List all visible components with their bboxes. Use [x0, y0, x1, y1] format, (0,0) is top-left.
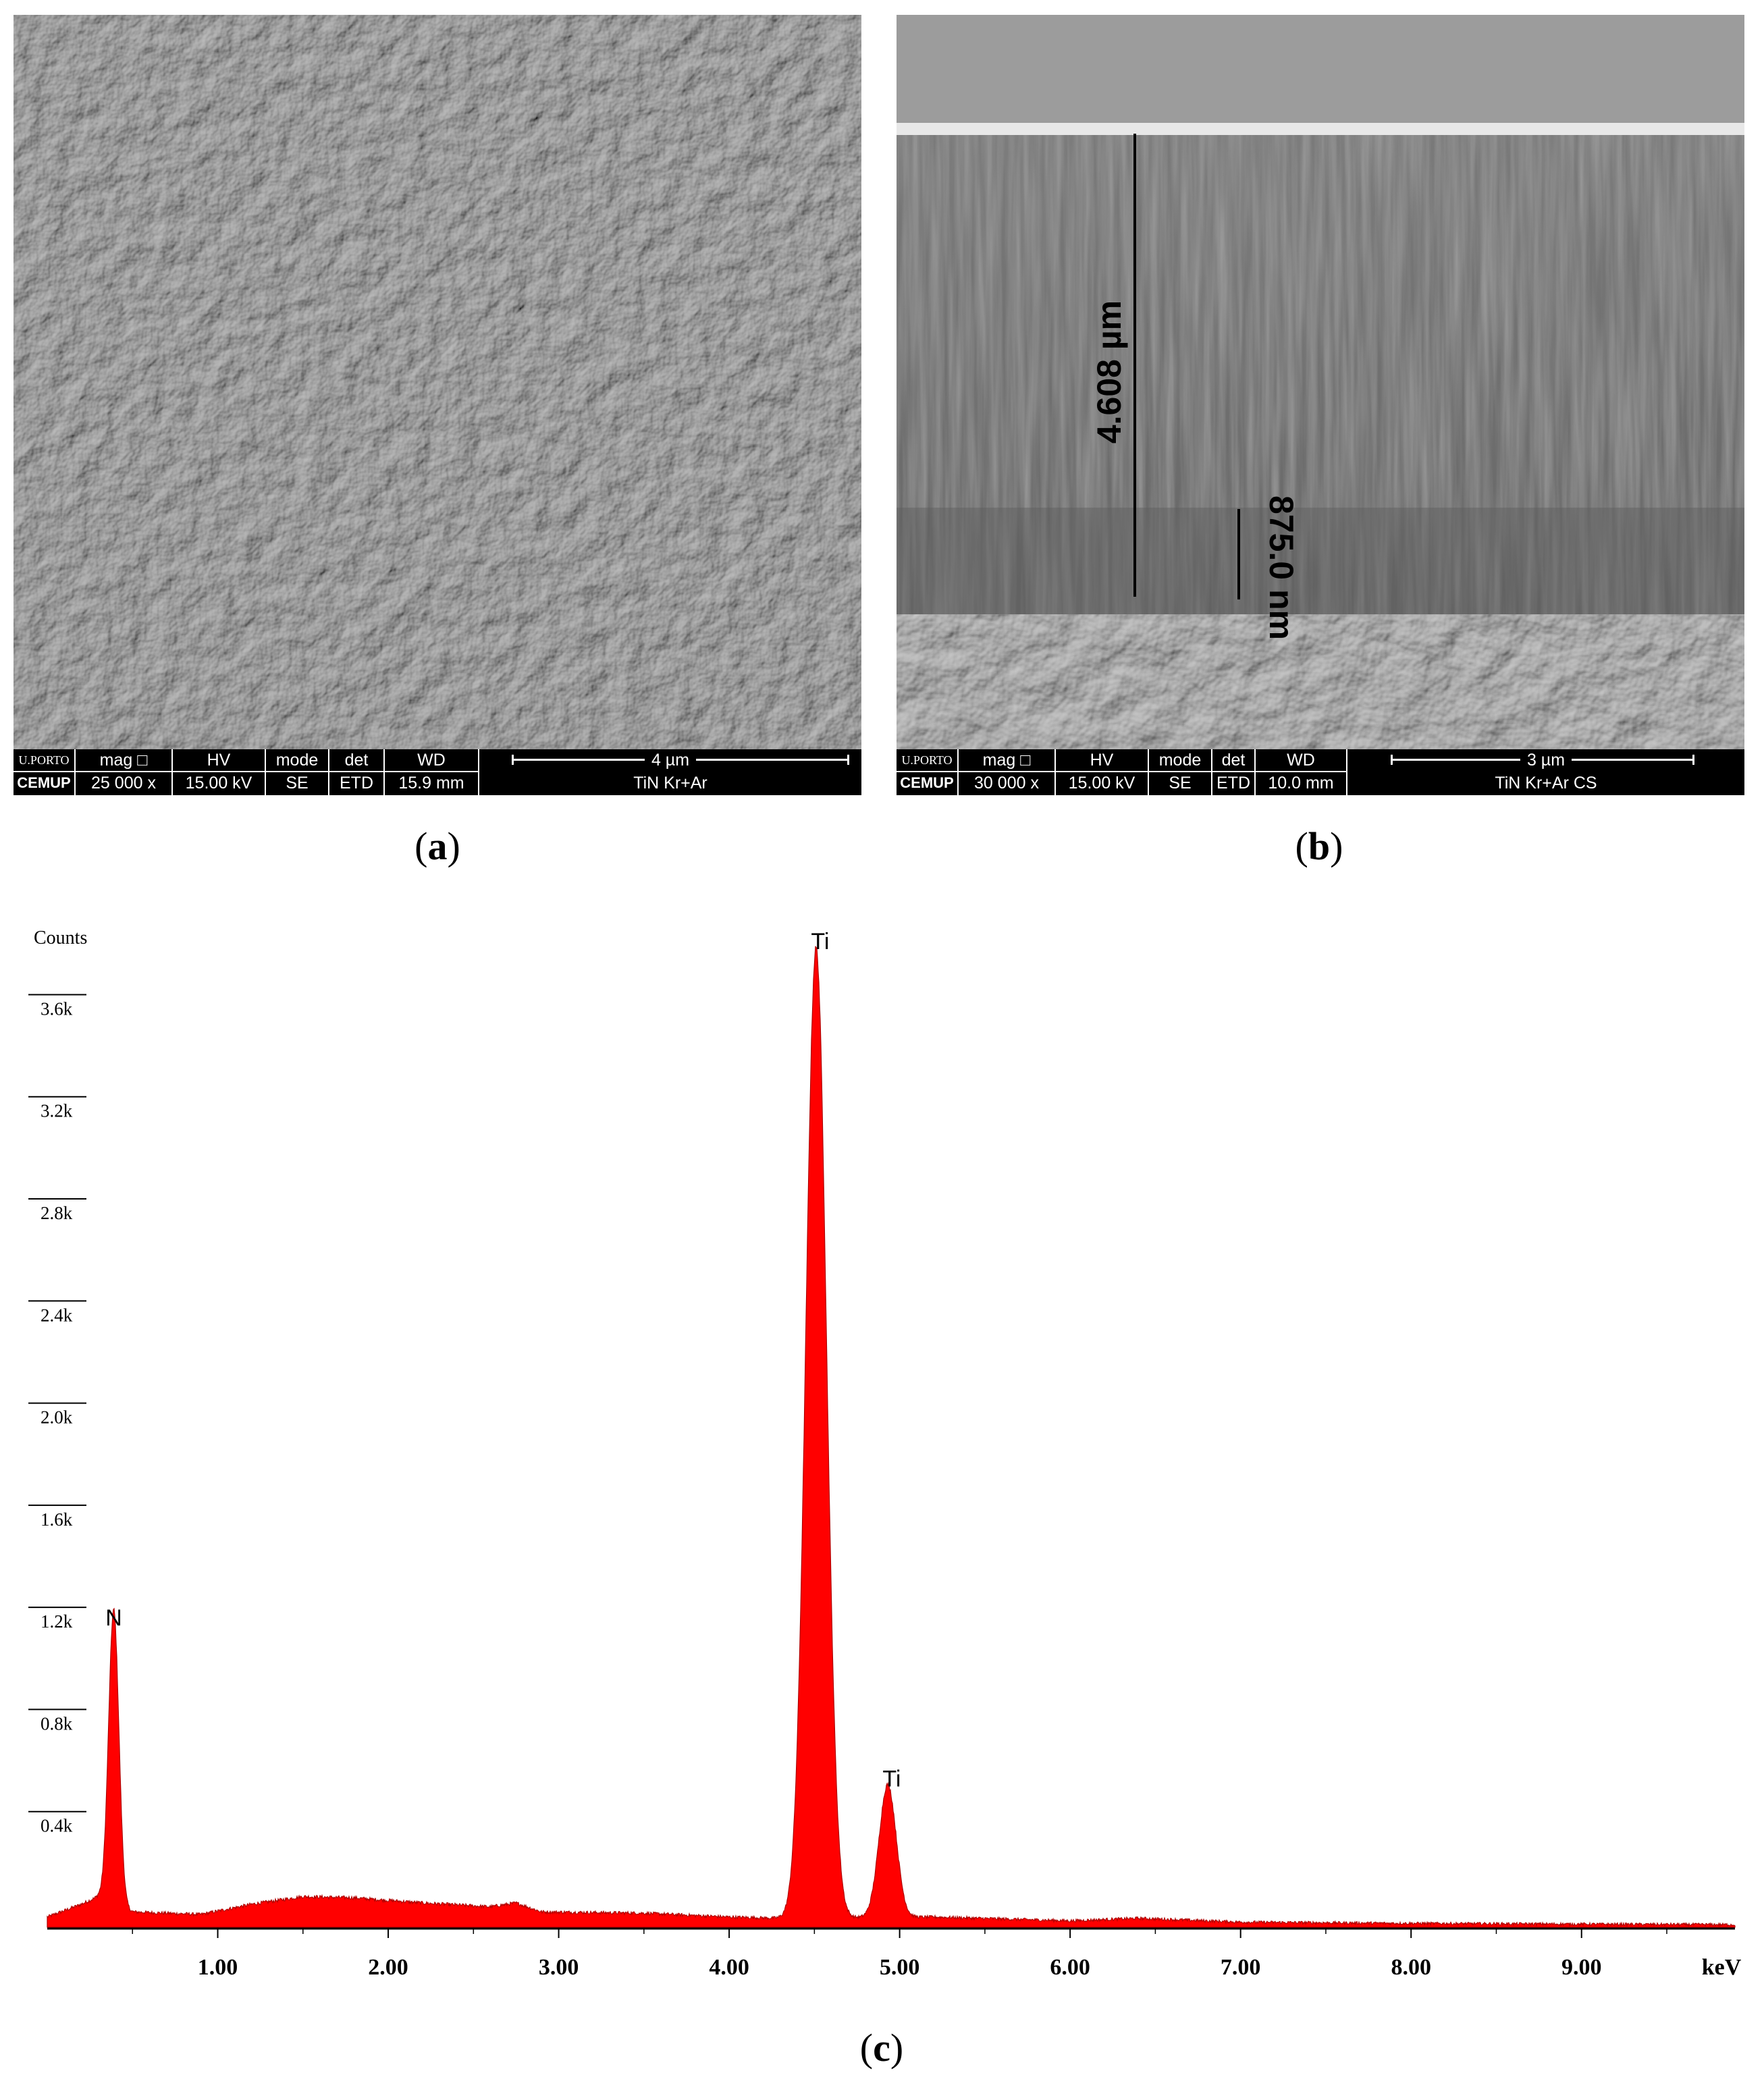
hv-header: HV [1056, 749, 1148, 772]
peak-label: N [105, 1605, 122, 1631]
eds-spectrum-chart: 1.00 2.00 3.00 4.00 5.00 6.00 7.00 8.00 9.00 keV C… [28, 927, 1742, 1980]
lab-logo: U.PORTO CEMUP [897, 749, 959, 795]
det-cell: det ETD [329, 749, 385, 795]
wd-header: WD [1256, 749, 1346, 772]
x-tick-label: 1.00 [198, 1955, 238, 1980]
logo-bottom: CEMUP [17, 774, 71, 791]
det-value: ETD [1217, 774, 1250, 792]
mag-value: 30 000 x [974, 774, 1039, 792]
caption-b: (b) [1295, 824, 1343, 868]
mode-header: mode [266, 749, 328, 772]
sem-surface-image [14, 15, 861, 749]
y-axis-label: Counts [34, 927, 87, 948]
sem-panel-a: U.PORTO CEMUP mag □ 25 000 x HV 15.00 kV… [14, 15, 861, 795]
scale-label: 3 µm [1520, 751, 1572, 770]
logo-bottom: CEMUP [900, 774, 954, 791]
det-cell: det ETD [1212, 749, 1256, 795]
y-tick-label: 0.4k [41, 1816, 73, 1836]
mode-cell: mode SE [266, 749, 329, 795]
wd-cell: WD 15.9 mm [385, 749, 479, 795]
wd-value: 10.0 mm [1268, 774, 1334, 792]
x-tick-label: 3.00 [539, 1955, 579, 1980]
mag-cell: mag □ 30 000 x [959, 749, 1056, 795]
sem-databar-b: U.PORTO CEMUP mag □ 30 000 x HV 15.00 kV… [897, 749, 1744, 795]
x-tick-label: 2.00 [368, 1955, 408, 1980]
scale-cell: 4 µm TiN Kr+Ar [479, 749, 861, 795]
det-value: ETD [340, 774, 373, 792]
caption-c: (c) [859, 2026, 904, 2070]
mode-cell: mode SE [1149, 749, 1212, 795]
logo-top: U.PORTO [14, 749, 74, 772]
x-tick-label: 8.00 [1391, 1955, 1431, 1980]
mag-header: mag □ [76, 749, 171, 772]
x-tick-label: 7.00 [1221, 1955, 1261, 1980]
peak-label: Ti [811, 929, 829, 954]
hv-cell: HV 15.00 kV [1056, 749, 1149, 795]
logo-top: U.PORTO [897, 749, 957, 772]
det-header: det [1212, 749, 1254, 772]
y-tick-label: 2.4k [41, 1305, 73, 1325]
hv-value: 15.00 kV [1068, 774, 1135, 792]
mode-header: mode [1149, 749, 1211, 772]
interlayer-thickness-label: 875.0 nm [1262, 495, 1300, 640]
x-tick-label: 6.00 [1050, 1955, 1090, 1980]
sample-name: TiN Kr+Ar [633, 774, 707, 792]
sem-panel-b: 4.608 µm 875.0 nm U.PORTO CEMUP mag □ 30… [897, 15, 1744, 795]
sem-cross-section-image [897, 15, 1744, 749]
caption-a: (a) [415, 824, 460, 868]
lab-logo: U.PORTO CEMUP [14, 749, 76, 795]
y-tick-label: 2.0k [41, 1407, 73, 1428]
spectrum-area [47, 946, 1736, 1928]
x-tick-label: 5.00 [880, 1955, 920, 1980]
sample-name: TiN Kr+Ar CS [1495, 774, 1597, 792]
x-tick-label: 9.00 [1561, 1955, 1602, 1980]
mag-value: 25 000 x [91, 774, 156, 792]
wd-header: WD [385, 749, 478, 772]
y-tick-label: 1.6k [41, 1509, 73, 1530]
x-tick-label: 4.00 [709, 1955, 749, 1980]
y-tick-label: 1.2k [41, 1611, 73, 1632]
wd-cell: WD 10.0 mm [1256, 749, 1347, 795]
peak-label: Ti [882, 1766, 901, 1792]
scale-label: 4 µm [644, 751, 697, 770]
mode-value: SE [286, 774, 309, 792]
det-header: det [329, 749, 383, 772]
hv-value: 15.00 kV [185, 774, 252, 792]
y-tick-label: 3.2k [41, 1101, 73, 1121]
mag-header: mag □ [959, 749, 1054, 772]
y-tick-label: 3.6k [41, 998, 73, 1019]
y-tick-label: 0.8k [41, 1713, 73, 1733]
wd-value: 15.9 mm [398, 774, 464, 792]
mag-cell: mag □ 25 000 x [76, 749, 173, 795]
sem-databar-a: U.PORTO CEMUP mag □ 25 000 x HV 15.00 kV… [14, 749, 861, 795]
x-axis-label: keV [1702, 1955, 1742, 1980]
y-tick-label: 2.8k [41, 1203, 73, 1223]
coating-thickness-label: 4.608 µm [1090, 300, 1128, 444]
scale-cell: 3 µm TiN Kr+Ar CS [1347, 749, 1744, 795]
hv-header: HV [173, 749, 265, 772]
hv-cell: HV 15.00 kV [173, 749, 266, 795]
mode-value: SE [1169, 774, 1192, 792]
